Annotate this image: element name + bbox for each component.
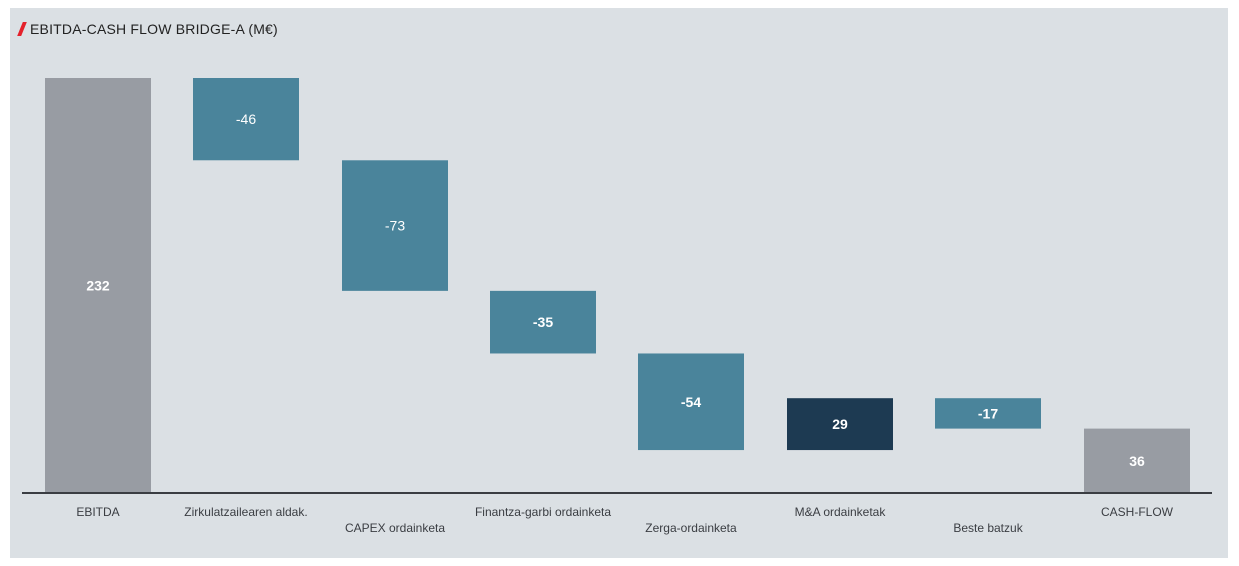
chart-title: EBITDA-CASH FLOW BRIDGE-A (M€) — [30, 21, 278, 37]
category-label-ebitda: EBITDA — [76, 505, 119, 519]
bar-beste-batzuk — [935, 398, 1041, 429]
bar-zirkulatzailearen-aldak — [193, 78, 299, 161]
value-label-beste-batzuk: -17 — [978, 405, 998, 421]
value-label-zerga-ordainketa: -54 — [681, 394, 701, 410]
value-label-zirkulatzailearen-aldak: -46 — [236, 111, 256, 127]
value-label-capex-ordainketa: -73 — [385, 218, 405, 234]
bar-cash-flow — [1084, 428, 1190, 493]
value-label-cash-flow: 36 — [1129, 453, 1145, 469]
category-label-beste-batzuk: Beste batzuk — [953, 521, 1023, 535]
bar-capex-ordainketa — [342, 160, 448, 291]
category-label-zerga-ordainketa: Zerga-ordainketa — [645, 521, 737, 535]
bar-finantza-garbi-ordainketa — [490, 290, 596, 354]
category-label-finantza-garbi-ordainketa: Finantza-garbi ordainketa — [475, 505, 611, 519]
bar-m-a-ordainketak — [787, 398, 893, 451]
chart-title-group: EBITDA-CASH FLOW BRIDGE-A (M€) — [17, 20, 278, 38]
value-label-finantza-garbi-ordainketa: -35 — [533, 314, 553, 330]
value-label-m-a-ordainketak: 29 — [832, 416, 848, 432]
category-label-zirkulatzailearen-aldak: Zirkulatzailearen aldak. — [184, 505, 307, 519]
bar-zerga-ordainketa — [638, 353, 744, 451]
value-label-ebitda: 232 — [86, 278, 110, 294]
category-label-m-a-ordainketak: M&A ordainketak — [795, 505, 887, 519]
bar-ebitda — [45, 78, 151, 493]
category-label-capex-ordainketa: CAPEX ordainketa — [345, 521, 445, 535]
category-label-cash-flow: CASH-FLOW — [1101, 505, 1174, 519]
